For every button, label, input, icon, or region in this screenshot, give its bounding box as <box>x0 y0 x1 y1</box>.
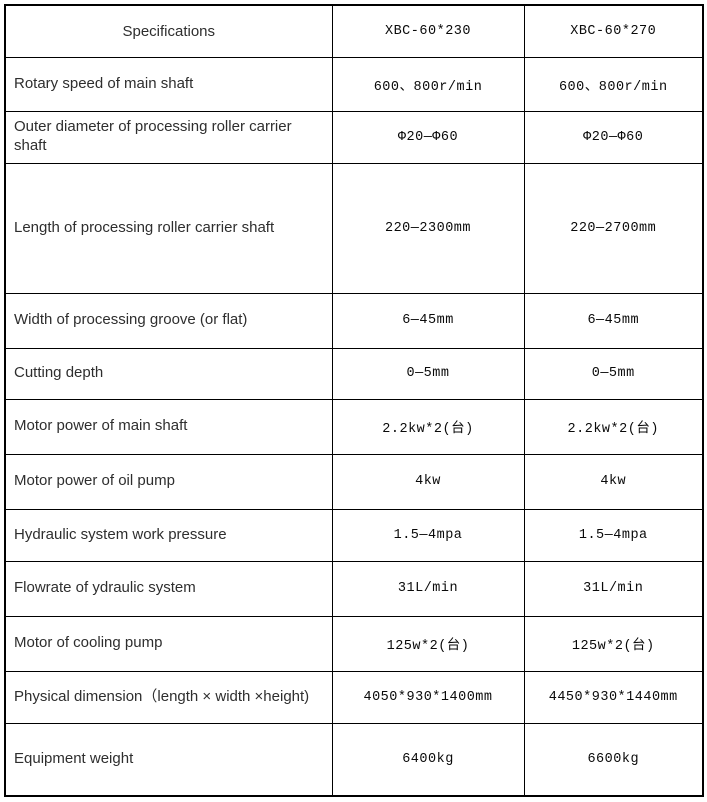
spec-label: Equipment weight <box>4 722 333 797</box>
spec-value-model-2: 0—5mm <box>523 347 704 400</box>
spec-value-model-1: 4050*930*1400mm <box>331 670 525 724</box>
spec-label: Hydraulic system work pressure <box>4 508 333 562</box>
table-row-hydraulic-flowrate: Flowrate of ydraulic system 31L/min 31L/… <box>4 560 704 617</box>
spec-label: Length of processing roller carrier shaf… <box>4 162 333 294</box>
table-row-shaft-length: Length of processing roller carrier shaf… <box>4 162 704 294</box>
spec-value-model-2: Φ20—Φ60 <box>523 110 704 164</box>
spec-value-model-1: 2.2kw*2(台) <box>331 398 525 455</box>
spec-value-model-1: Φ20—Φ60 <box>331 110 525 164</box>
header-row: Specifications XBC-60*230 XBC-60*270 <box>4 4 704 58</box>
spec-value-model-1: 4kw <box>331 453 525 510</box>
table-row-oil-pump-motor-power: Motor power of oil pump 4kw 4kw <box>4 453 704 510</box>
table-row-main-shaft-motor-power: Motor power of main shaft 2.2kw*2(台) 2.2… <box>4 398 704 455</box>
spec-label: Physical dimension（length × width ×heigh… <box>4 670 333 724</box>
spec-value-model-1: 6—45mm <box>331 292 525 349</box>
header-specifications: Specifications <box>4 4 333 58</box>
spec-label: Outer diameter of processing roller carr… <box>4 110 333 164</box>
spec-value-model-2: 4450*930*1440mm <box>523 670 704 724</box>
table-row-outer-diameter: Outer diameter of processing roller carr… <box>4 110 704 164</box>
spec-value-model-1: 31L/min <box>331 560 525 617</box>
spec-value-model-2: 2.2kw*2(台) <box>523 398 704 455</box>
spec-value-model-1: 0—5mm <box>331 347 525 400</box>
spec-value-model-2: 31L/min <box>523 560 704 617</box>
spec-value-model-1: 220—2300mm <box>331 162 525 294</box>
spec-label: Cutting depth <box>4 347 333 400</box>
spec-label: Flowrate of ydraulic system <box>4 560 333 617</box>
spec-label: Motor power of oil pump <box>4 453 333 510</box>
table-row-equipment-weight: Equipment weight 6400kg 6600kg <box>4 722 704 797</box>
table-row-cutting-depth: Cutting depth 0—5mm 0—5mm <box>4 347 704 400</box>
spec-value-model-2: 600、800r/min <box>523 56 704 112</box>
table-row-hydraulic-pressure: Hydraulic system work pressure 1.5—4mpa … <box>4 508 704 562</box>
spec-value-model-1: 600、800r/min <box>331 56 525 112</box>
header-model-xbc-60-230: XBC-60*230 <box>331 4 525 58</box>
spec-value-model-1: 1.5—4mpa <box>331 508 525 562</box>
table-row-rotary-speed: Rotary speed of main shaft 600、800r/min … <box>4 56 704 112</box>
spec-label: Rotary speed of main shaft <box>4 56 333 112</box>
spec-value-model-1: 125w*2(台) <box>331 615 525 672</box>
spec-value-model-2: 4kw <box>523 453 704 510</box>
specifications-table: Specifications XBC-60*230 XBC-60*270 Rot… <box>4 4 704 797</box>
header-model-xbc-60-270: XBC-60*270 <box>523 4 704 58</box>
spec-value-model-2: 1.5—4mpa <box>523 508 704 562</box>
table-row-physical-dimension: Physical dimension（length × width ×heigh… <box>4 670 704 724</box>
spec-value-model-2: 220—2700mm <box>523 162 704 294</box>
spec-value-model-2: 6600kg <box>523 722 704 797</box>
table-row-groove-width: Width of processing groove (or flat) 6—4… <box>4 292 704 349</box>
spec-value-model-2: 6—45mm <box>523 292 704 349</box>
table-row-cooling-pump-motor: Motor of cooling pump 125w*2(台) 125w*2(台… <box>4 615 704 672</box>
spec-value-model-2: 125w*2(台) <box>523 615 704 672</box>
spec-label: Width of processing groove (or flat) <box>4 292 333 349</box>
spec-label: Motor power of main shaft <box>4 398 333 455</box>
spec-value-model-1: 6400kg <box>331 722 525 797</box>
spec-label: Motor of cooling pump <box>4 615 333 672</box>
